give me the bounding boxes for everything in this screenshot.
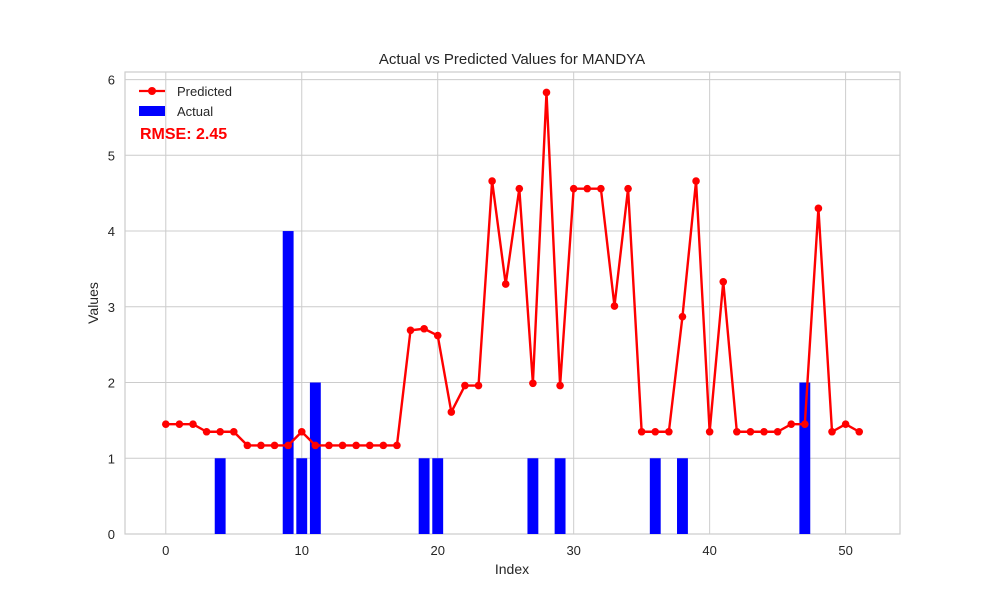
predicted-point: [678, 312, 687, 321]
predicted-point: [746, 427, 755, 436]
predicted-point: [189, 420, 197, 428]
axis-ticks: 0 10 20 30 40 50 0 1 2 3 4 5 6: [108, 73, 853, 558]
x-tick-label: 20: [430, 543, 444, 558]
predicted-point: [542, 88, 551, 97]
y-tick-label: 3: [108, 300, 115, 315]
predicted-point: [529, 379, 537, 388]
predicted-point: [801, 420, 809, 428]
predicted-point: [311, 441, 320, 450]
predicted-point: [515, 184, 524, 193]
y-tick-label: 5: [108, 148, 115, 163]
predicted-point: [338, 441, 347, 450]
x-tick-label: 30: [566, 543, 580, 558]
actual-bar: [677, 458, 688, 534]
actual-bars: [214, 231, 811, 534]
predicted-point: [624, 184, 632, 193]
predicted-point: [243, 441, 252, 450]
actual-bar: [296, 458, 308, 534]
predicted-point: [406, 326, 415, 335]
predicted-point: [569, 184, 578, 193]
predicted-point: [393, 441, 401, 450]
legend-actual-label: Actual: [177, 104, 213, 119]
actual-bar: [432, 458, 444, 534]
predicted-point: [420, 324, 428, 333]
predicted-point: [433, 331, 442, 340]
predicted-point: [637, 427, 646, 436]
predicted-point: [325, 441, 333, 450]
predicted-point: [760, 427, 768, 436]
rmse-annotation: RMSE: 2.45: [140, 126, 227, 143]
predicted-point: [229, 427, 238, 436]
actual-bar: [799, 382, 811, 534]
predicted-point: [501, 280, 510, 288]
actual-bar: [282, 231, 294, 534]
x-tick-label: 50: [838, 543, 852, 558]
chart-title: Actual vs Predicted Values for MANDYA: [379, 51, 645, 68]
predicted-point: [556, 381, 564, 390]
y-tick-label: 2: [108, 376, 115, 391]
predicted-point: [270, 441, 279, 450]
x-tick-label: 10: [295, 543, 309, 558]
predicted-point: [257, 441, 265, 450]
predicted-point: [828, 427, 836, 436]
predicted-point: [719, 277, 728, 286]
predicted-point: [447, 408, 456, 416]
predicted-point: [474, 381, 483, 390]
predicted-point: [787, 420, 796, 428]
y-tick-label: 4: [108, 224, 115, 239]
x-tick-label: 0: [162, 543, 169, 558]
predicted-point: [855, 427, 864, 436]
predicted-point: [297, 427, 306, 436]
predicted-point: [692, 177, 700, 185]
plot-area: [124, 71, 901, 535]
predicted-point: [610, 302, 619, 310]
predicted-line: [161, 88, 864, 450]
predicted-point: [773, 427, 782, 436]
predicted-point: [488, 177, 496, 185]
y-tick-label: 0: [108, 527, 115, 542]
actual-bar: [554, 458, 566, 534]
predicted-point: [379, 441, 388, 450]
legend: Predicted Actual: [139, 84, 232, 119]
predicted-point: [651, 427, 660, 436]
x-tick-label: 40: [702, 543, 716, 558]
predicted-point: [216, 427, 224, 436]
x-axis-label: Index: [495, 561, 529, 577]
predicted-series-line: [165, 91, 860, 447]
predicted-point: [665, 427, 673, 436]
predicted-point: [461, 381, 469, 390]
predicted-point: [365, 441, 374, 450]
y-axis-label: Values: [85, 282, 101, 324]
predicted-point: [814, 204, 823, 213]
y-tick-label: 6: [108, 73, 115, 88]
legend-predicted-label: Predicted: [177, 84, 232, 99]
actual-bar: [527, 458, 539, 534]
actual-bar: [418, 458, 430, 534]
predicted-point: [161, 420, 170, 428]
actual-bar: [649, 458, 661, 534]
predicted-point: [202, 427, 211, 436]
predicted-point: [841, 420, 850, 428]
predicted-point: [284, 441, 292, 450]
predicted-point: [733, 427, 741, 436]
predicted-point: [583, 184, 592, 193]
legend-actual-swatch: [139, 106, 165, 116]
predicted-point: [705, 427, 714, 436]
actual-bar: [309, 382, 321, 534]
actual-bar: [214, 458, 226, 534]
predicted-point: [352, 441, 360, 450]
legend-predicted-marker: [148, 87, 156, 95]
predicted-point: [175, 420, 184, 428]
y-tick-label: 1: [108, 451, 115, 466]
predicted-point: [597, 184, 605, 193]
